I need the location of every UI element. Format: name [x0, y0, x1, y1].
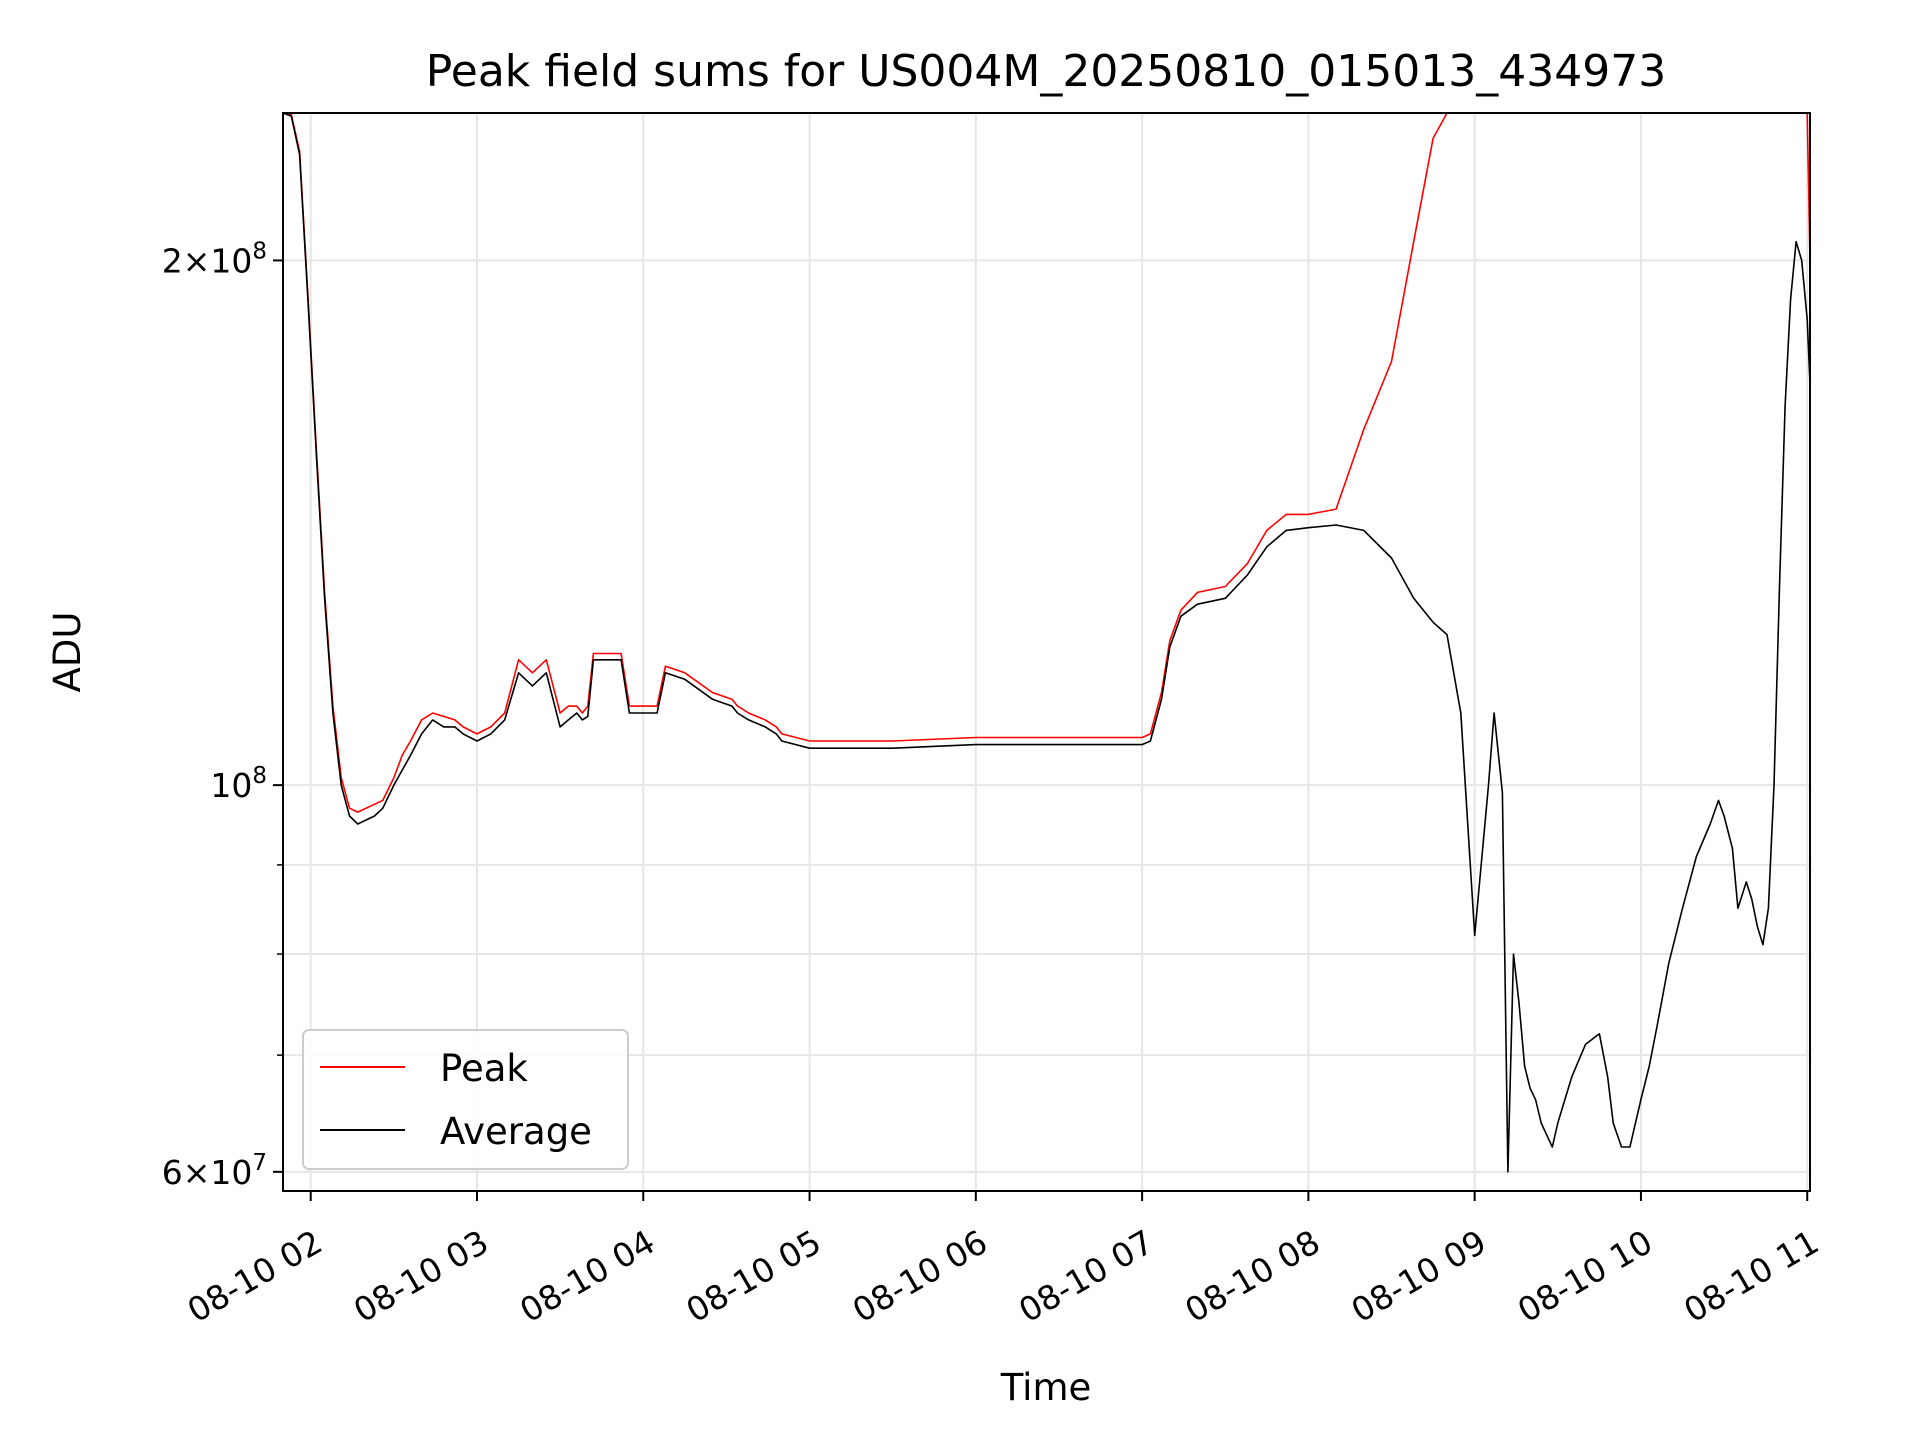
x-axis-label: Time	[1000, 1366, 1092, 1409]
y-tick-label: 108	[210, 763, 267, 805]
legend-label-peak: Peak	[440, 1047, 528, 1090]
series-group	[283, 113, 1810, 1173]
legend: Peak Average	[302, 1029, 629, 1170]
chart-title: Peak field sums for US004M_20250810_0150…	[426, 46, 1666, 97]
grid-lines	[283, 113, 1810, 1191]
y-axis-label: ADU	[46, 612, 89, 693]
series-line-average	[283, 113, 1810, 1173]
y-tick-labels: 6×107 108 2×108	[162, 238, 267, 1191]
plot-area	[283, 113, 1810, 1191]
plot-frame	[282, 112, 1811, 1192]
y-tick-label: 2×108	[162, 238, 267, 280]
y-tick-label: 6×107	[162, 1150, 267, 1192]
legend-box	[302, 1029, 629, 1170]
series-line-peak	[283, 113, 1810, 813]
legend-label-average: Average	[440, 1110, 592, 1153]
